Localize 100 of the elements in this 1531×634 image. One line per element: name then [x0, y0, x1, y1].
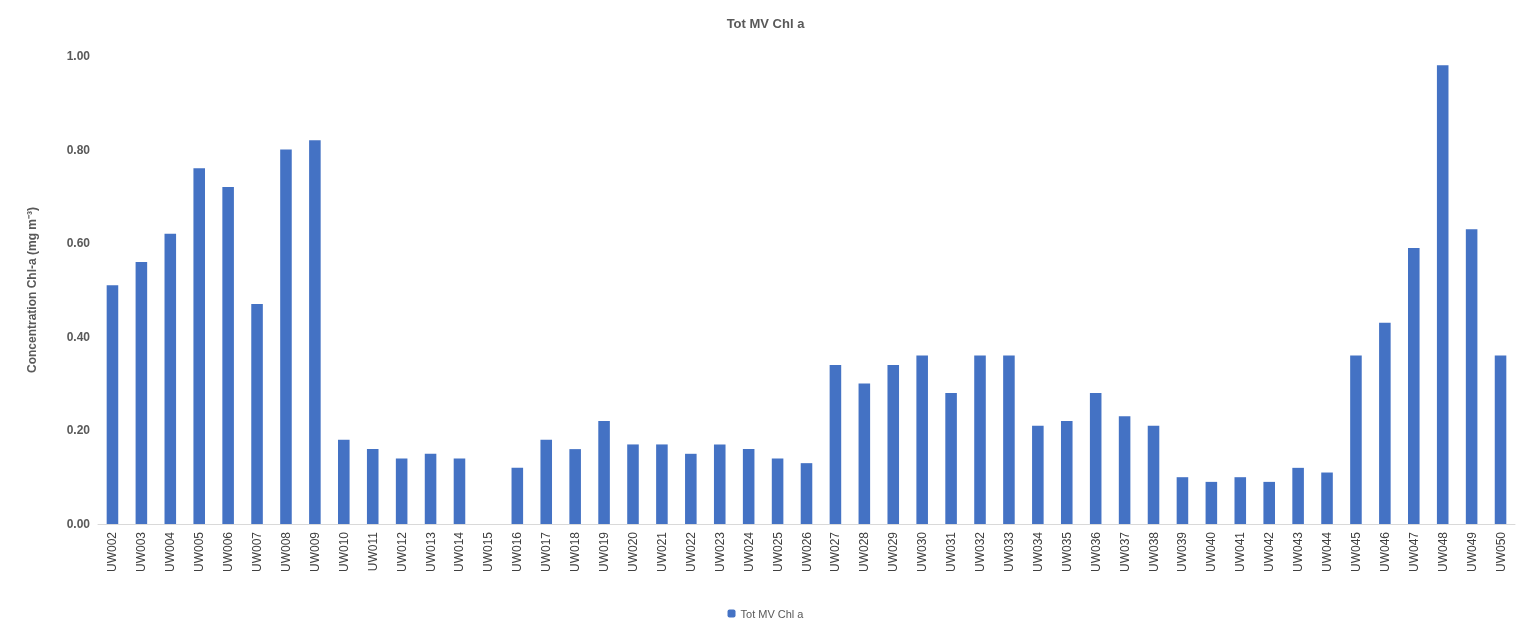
bar — [974, 355, 986, 524]
bar — [627, 444, 639, 524]
bar — [540, 439, 553, 524]
x-tick-label: UW021 — [654, 531, 669, 573]
bar — [569, 449, 581, 524]
bar — [742, 449, 755, 524]
x-tick-label: UW002 — [105, 531, 120, 573]
x-tick-label: UW025 — [770, 531, 785, 573]
bar — [1032, 425, 1044, 524]
y-tick-label: 0.20 — [66, 423, 91, 438]
y-tick-label: 0.80 — [66, 142, 91, 157]
bar — [656, 444, 668, 524]
bar — [1060, 421, 1073, 524]
x-tick-label: UW034 — [1030, 531, 1045, 573]
x-tick-label: UW027 — [828, 531, 843, 573]
bar — [309, 140, 321, 524]
bar — [1292, 467, 1304, 524]
x-tick-label: UW014 — [452, 531, 467, 573]
x-tick-label: UW011 — [365, 531, 380, 572]
bar — [945, 392, 957, 524]
x-tick-label: UW006 — [221, 531, 236, 573]
bar — [453, 458, 466, 524]
x-tick-label: UW022 — [683, 531, 698, 573]
bar — [1321, 472, 1333, 524]
x-tick-label: UW045 — [1348, 531, 1363, 573]
bar — [1408, 247, 1420, 524]
x-tick-label: UW036 — [1088, 531, 1103, 573]
x-tick-label: UW033 — [1001, 531, 1016, 573]
bar — [1465, 229, 1478, 524]
x-tick-label: UW031 — [944, 531, 959, 573]
x-tick-label: UW003 — [134, 531, 149, 573]
y-axis-title: Concentration Chl-a (mg m⁻³) — [25, 207, 39, 373]
x-tick-label: UW039 — [1175, 531, 1190, 573]
bar — [424, 453, 437, 524]
x-tick-label: UW048 — [1435, 531, 1450, 573]
bar — [829, 364, 842, 524]
bar — [164, 233, 177, 524]
x-tick-label: UW009 — [307, 531, 322, 573]
y-tick-label: 0.40 — [66, 329, 91, 344]
bar — [1234, 477, 1247, 524]
bar — [1176, 477, 1189, 524]
x-tick-label: UW020 — [625, 531, 640, 573]
x-tick-label: UW050 — [1493, 531, 1508, 573]
x-tick-label: UW016 — [510, 531, 525, 573]
chart-title: Tot MV Chl a — [726, 16, 806, 31]
x-tick-label: UW013 — [423, 531, 438, 573]
x-tick-label: UW019 — [597, 531, 612, 573]
x-tick-label: UW043 — [1291, 531, 1306, 573]
bar — [1263, 481, 1275, 524]
bar — [598, 421, 610, 524]
x-tick-label: UW046 — [1377, 531, 1392, 573]
x-tick-label: UW032 — [973, 531, 988, 573]
y-tick-label: 0.60 — [66, 236, 91, 251]
bar — [106, 285, 119, 524]
bar — [1205, 481, 1218, 524]
bar — [338, 439, 350, 524]
x-tick-label: UW023 — [712, 531, 727, 573]
x-tick-label: UW044 — [1320, 531, 1335, 573]
x-tick-label: UW040 — [1204, 531, 1219, 573]
bar — [685, 453, 697, 524]
x-tick-label: UW007 — [250, 531, 265, 573]
x-tick-label: UW049 — [1464, 531, 1479, 573]
bar — [193, 168, 205, 524]
bar — [395, 458, 408, 524]
bar — [800, 463, 813, 524]
x-tick-label: UW041 — [1233, 531, 1248, 573]
x-tick-label: UW017 — [539, 531, 554, 573]
x-tick-label: UW018 — [568, 531, 583, 573]
bar — [887, 364, 900, 524]
x-tick-label: UW015 — [481, 531, 496, 573]
bar — [1147, 425, 1160, 524]
x-tick-label: UW042 — [1262, 531, 1277, 573]
bar — [280, 149, 292, 524]
bar — [858, 383, 871, 524]
legend-label: Tot MV Chl a — [740, 607, 805, 620]
x-tick-label: UW026 — [799, 531, 814, 573]
y-tick-label: 1.00 — [66, 49, 91, 63]
x-tick-label: UW035 — [1059, 531, 1074, 573]
x-tick-label: UW029 — [886, 531, 901, 573]
bar — [1436, 65, 1449, 524]
bar — [1494, 355, 1507, 524]
x-tick-label: UW004 — [163, 531, 178, 573]
bar — [366, 449, 379, 524]
x-tick-label: UW047 — [1406, 531, 1421, 573]
x-tick-label: UW005 — [192, 531, 207, 573]
bar — [511, 467, 524, 524]
x-tick-label: UW008 — [278, 531, 293, 573]
bar — [251, 304, 263, 524]
bar — [1350, 355, 1362, 524]
bar — [1379, 322, 1391, 524]
x-tick-label: UW024 — [741, 531, 756, 573]
x-tick-label: UW037 — [1117, 531, 1132, 573]
bar — [222, 187, 234, 524]
bar — [135, 261, 148, 524]
bar — [1089, 392, 1102, 524]
bar — [771, 458, 784, 524]
x-tick-label: UW010 — [336, 531, 351, 573]
x-tick-label: UW030 — [915, 531, 930, 573]
bar — [713, 444, 726, 524]
bar — [1003, 355, 1015, 524]
